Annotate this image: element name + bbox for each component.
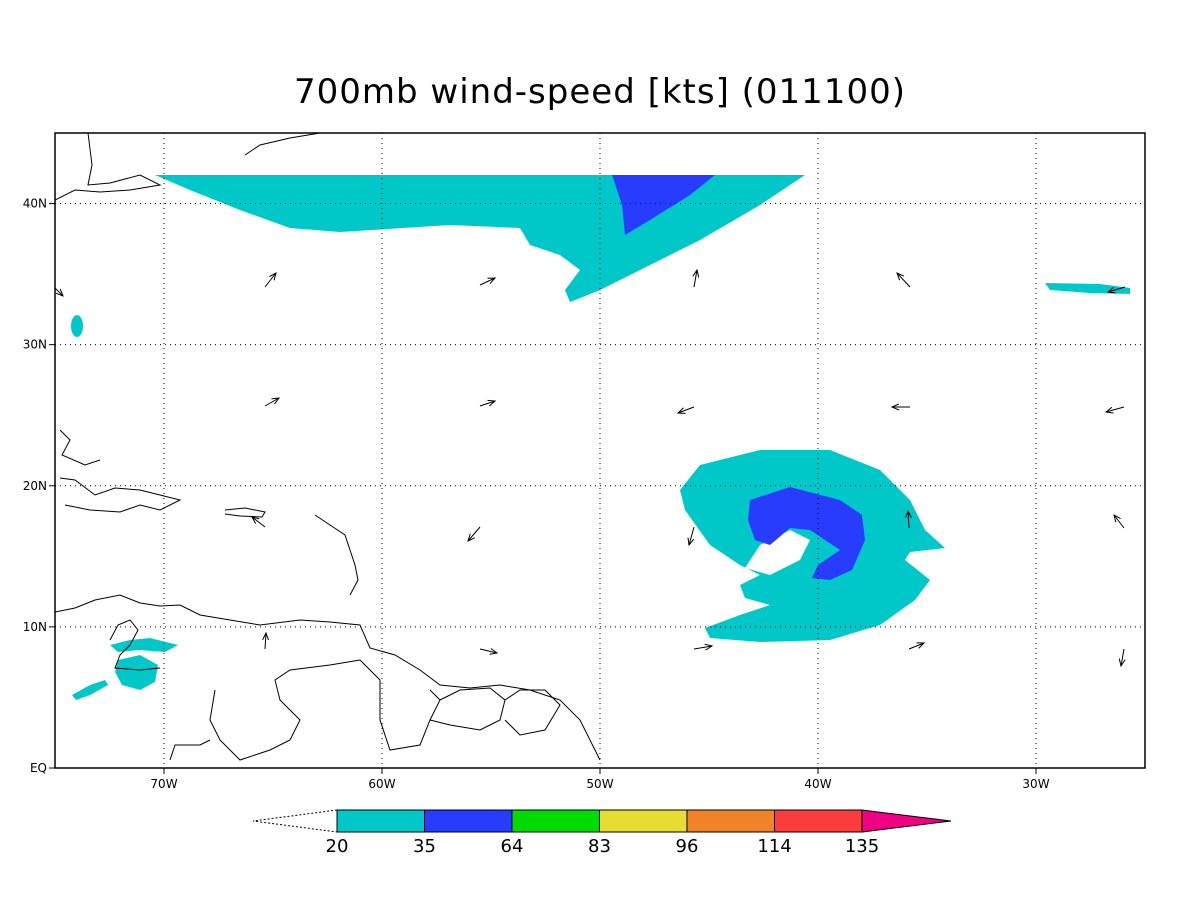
wind-area (72, 680, 108, 700)
wind-area (748, 487, 865, 580)
x-tick-label: 30W (1022, 777, 1049, 791)
y-tick-label: 10N (23, 620, 47, 634)
y-tick-label: 20N (23, 479, 47, 493)
wind-area (1045, 283, 1130, 294)
wind-arrow (479, 401, 495, 407)
x-tick-label: 40W (804, 777, 831, 791)
map-frame (54, 132, 1146, 769)
colorbar-label: 83 (588, 836, 611, 857)
colorbar-over (861, 809, 952, 833)
wind-arrow (264, 273, 276, 288)
wind-arrow (1121, 648, 1124, 666)
wind-area (110, 638, 178, 652)
wind-area (115, 655, 158, 690)
wind-arrow (897, 273, 911, 288)
wind-arrow (265, 633, 266, 650)
wind-arrow (479, 278, 495, 286)
wind-arrow (54, 287, 63, 296)
wind-arrow (678, 406, 695, 413)
colorbar-label: 135 (845, 836, 879, 857)
y-tick-label: 30N (23, 338, 47, 352)
wind-arrow (1114, 515, 1125, 529)
x-tick-label: 60W (368, 777, 395, 791)
colorbar-label: 35 (413, 836, 436, 857)
y-tick-label: EQ (30, 761, 47, 775)
x-tick-label: 50W (586, 777, 613, 791)
axes: 70W 60W 50W 40W 30W EQ 10N 20N 30N 40N (23, 133, 1145, 791)
colorbar-box (424, 809, 513, 833)
shaded-fields (55, 133, 1130, 761)
wind-arrow (693, 646, 712, 649)
wind-arrow (264, 398, 279, 407)
y-tick-label: 40N (23, 197, 47, 211)
wind-arrow (694, 270, 697, 288)
x-tick-label: 70W (150, 777, 177, 791)
colorbar: 20 35 64 83 96 114 135 (252, 809, 952, 857)
colorbar-under (252, 809, 338, 833)
wind-arrow (1108, 286, 1126, 292)
wind-area (155, 175, 805, 302)
wind-arrow (1106, 406, 1125, 412)
colorbar-box (511, 809, 600, 833)
colorbar-box (599, 809, 688, 833)
map-title: 700mb wind-speed [kts] (011100) (294, 72, 906, 112)
wind-area (680, 450, 945, 642)
wind-hole (745, 530, 810, 575)
colorbar-box (774, 809, 863, 833)
wind-arrow (479, 649, 497, 653)
wind-arrow (689, 526, 695, 545)
wind-area (71, 315, 83, 337)
coastlines (55, 133, 601, 761)
colorbar-label: 96 (676, 836, 699, 857)
wind-arrow (252, 517, 266, 528)
colorbar-label: 64 (501, 836, 524, 857)
wind-vectors (54, 270, 1126, 666)
wind-arrow (468, 526, 481, 541)
wind-arrow (908, 511, 909, 529)
wind-arrow (908, 643, 924, 650)
colorbar-box (686, 809, 775, 833)
colorbar-box (336, 809, 425, 833)
wind-area (612, 175, 715, 235)
colorbar-label: 20 (326, 836, 349, 857)
colorbar-label: 114 (757, 836, 791, 857)
